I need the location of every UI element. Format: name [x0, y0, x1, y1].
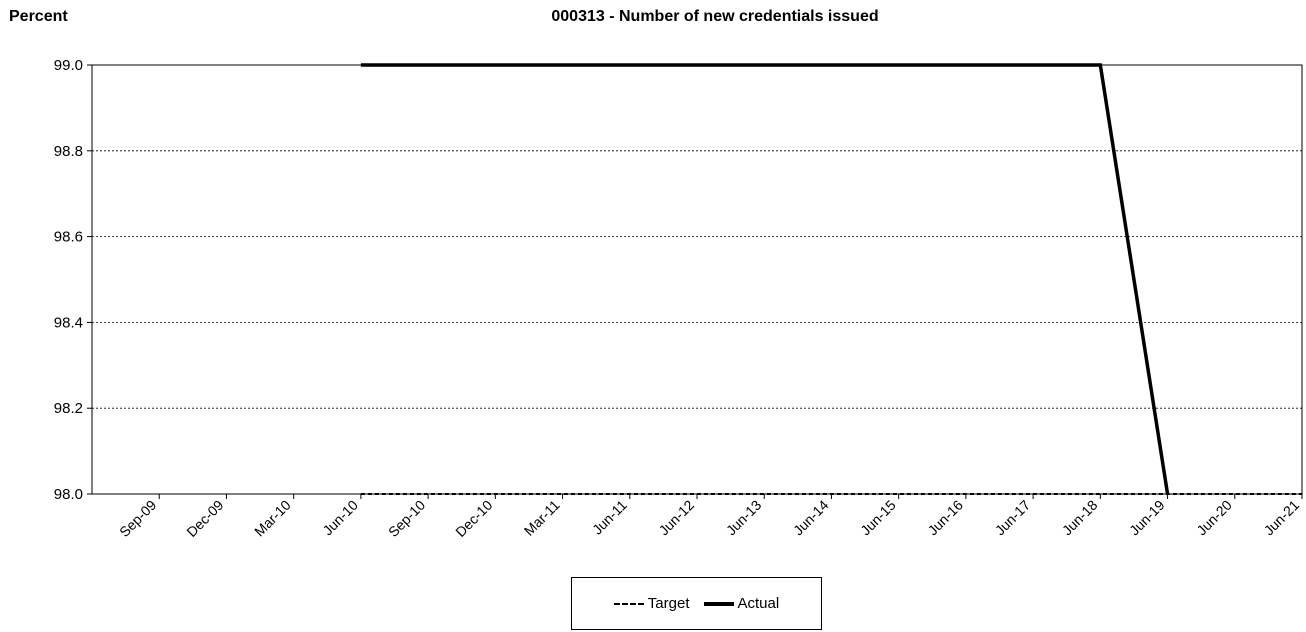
x-tick-label: Jun-21: [1261, 497, 1303, 539]
plot-area-border: [91, 64, 1303, 495]
y-tick-label: 98.8: [54, 143, 83, 160]
x-tick-label: Dec-09: [183, 497, 226, 540]
x-tick-label: Sep-10: [385, 497, 428, 540]
legend-swatch-target: [613, 602, 644, 605]
x-tick-label: Dec-10: [452, 497, 495, 540]
y-tick-label: 98.2: [54, 400, 83, 417]
legend-label-target: Target: [647, 595, 690, 612]
y-tick-label: 98.0: [54, 486, 83, 503]
x-tick-label: Jun-17: [992, 497, 1034, 539]
y-axis-label: Percent: [9, 8, 68, 25]
y-tick-label: 99.0: [54, 57, 83, 74]
x-tick-label: Jun-10: [319, 497, 361, 539]
legend-item-target: Target: [613, 595, 690, 612]
x-tick-label: Jun-15: [857, 497, 899, 539]
x-axis-ticks: Sep-09 Dec-09 Mar-10 Jun-10 Sep-10 Dec-10 Mar-…: [116, 494, 1303, 540]
legend: Target Actual: [571, 577, 822, 630]
x-tick-label: Jun-11: [589, 497, 630, 538]
y-tick-label: 98.4: [54, 314, 83, 331]
x-tick-label: Mar-10: [251, 497, 294, 540]
x-tick-label: Jun-20: [1193, 497, 1235, 539]
x-tick-label: Jun-18: [1059, 497, 1101, 539]
legend-item-actual: Actual: [703, 595, 780, 612]
legend-swatch-actual: [703, 601, 734, 606]
x-tick-label: Sep-09: [116, 497, 159, 540]
x-tick-label: Jun-13: [723, 497, 765, 539]
x-tick-label: Jun-12: [656, 497, 698, 539]
x-tick-label: Jun-19: [1126, 497, 1168, 539]
x-tick-label: Mar-11: [521, 497, 563, 539]
series-line-actual: [360, 63, 1170, 495]
legend-label-actual: Actual: [737, 595, 780, 612]
line-chart: 99.0 98.8 98.6 98.4 98.2 98.0 Sep-09 Dec-09 Mar…: [54, 57, 1303, 540]
y-axis-ticks: 99.0 98.8 98.6 98.4 98.2 98.0: [54, 57, 92, 503]
series-lines: [360, 63, 1302, 495]
x-tick-label: Jun-14: [790, 497, 832, 539]
x-tick-label: Jun-16: [924, 497, 966, 539]
chart-title: 000313 - Number of new credentials issue…: [551, 8, 879, 25]
gridlines: [92, 150, 1302, 409]
y-tick-label: 98.6: [54, 229, 83, 246]
